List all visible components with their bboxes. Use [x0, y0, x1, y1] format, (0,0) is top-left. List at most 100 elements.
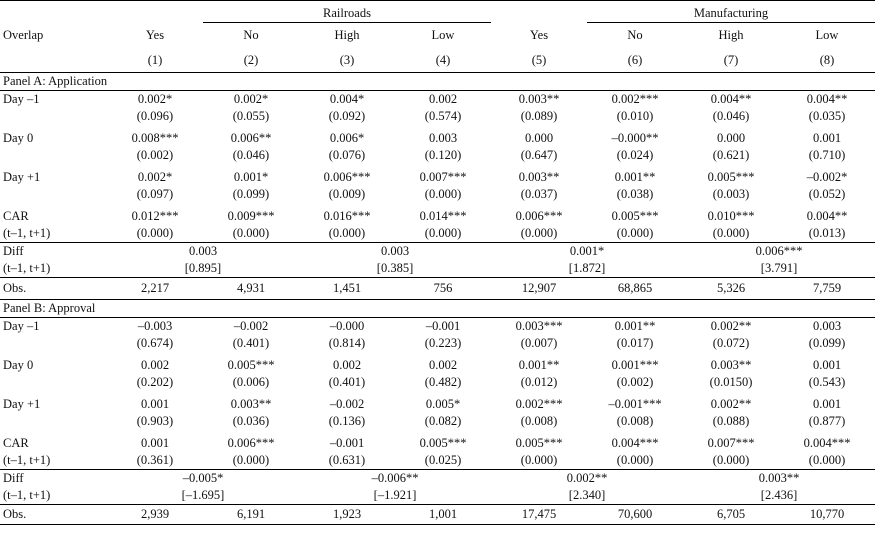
- pvalue-cell: (0.099): [232, 187, 270, 201]
- panel-title: Panel B: Approval: [0, 299, 875, 318]
- diff-value: –0.005*: [182, 471, 224, 485]
- col-number: (5): [491, 48, 588, 73]
- coef-cell: 0.007***: [707, 436, 755, 450]
- obs-row: Obs. 2,939 6,191 1,923 1,001 17,475 70,6…: [0, 504, 875, 525]
- row-label: Day 0: [3, 358, 34, 372]
- col-number: (8): [779, 48, 875, 73]
- pvalue-cell: (0.000): [424, 187, 462, 201]
- pvalue-cell: (0.006): [232, 375, 270, 389]
- pvalue-cell: (0.674): [136, 336, 174, 350]
- coef-cell: 0.006**: [230, 131, 272, 145]
- obs-cell: 6,705: [683, 504, 780, 525]
- row-label-2: [0, 413, 107, 430]
- pvalue-cell: (0.002): [616, 375, 654, 389]
- coef-cell: 0.000: [524, 131, 554, 145]
- diff-value: 0.003**: [758, 471, 800, 485]
- coef-cell: 0.002**: [710, 397, 752, 411]
- pvalue-cell: (0.631): [299, 452, 395, 470]
- table-row: Day +1 0.002* 0.001* 0.006*** 0.007*** 0…: [0, 169, 875, 186]
- coef-cell: 0.008***: [131, 131, 179, 145]
- row-label: Day –1: [3, 319, 40, 333]
- pvalue-cell: (0.814): [328, 336, 366, 350]
- obs-cell: 2,217: [107, 277, 203, 300]
- coef-cell: 0.002*: [137, 170, 173, 184]
- diff-stat: [3.791]: [683, 260, 875, 278]
- coef-cell: 0.001**: [614, 170, 656, 184]
- coef-cell: 0.001***: [611, 358, 659, 372]
- coef-cell: 0.000: [716, 131, 746, 145]
- row-label-2: (t–1, t+1): [0, 452, 107, 470]
- pvalue-cell: (0.000): [203, 225, 299, 243]
- coef-cell: 0.002***: [611, 92, 659, 106]
- pvalue-cell: (0.008): [520, 414, 558, 428]
- group-header-row: Railroads Manufacturing: [0, 0, 875, 23]
- group-manufacturing: Manufacturing: [587, 0, 875, 23]
- col-number: (1): [107, 48, 203, 73]
- pvalue-cell: (0.903): [136, 414, 174, 428]
- diff-value: 0.003: [188, 244, 218, 258]
- pvalue-cell: (0.401): [328, 375, 366, 389]
- coef-cell: 0.004*: [329, 92, 365, 106]
- pvalue-cell: (0.017): [616, 336, 654, 350]
- coef-cell: 0.001: [140, 397, 170, 411]
- pvalue-cell: (0.046): [232, 148, 270, 162]
- panel-a-title-row: Panel A: Application: [0, 72, 875, 91]
- coef-cell: 0.004***: [611, 436, 659, 450]
- col-header: Yes: [145, 28, 165, 42]
- coef-cell: –0.000**: [611, 131, 659, 145]
- pvalue-cell: (0.024): [616, 148, 654, 162]
- obs-cell: 1,923: [299, 504, 395, 525]
- coef-cell: 0.014***: [419, 209, 467, 223]
- table-row: Day 0 0.002 0.005*** 0.002 0.002 0.001**…: [0, 357, 875, 374]
- coef-cell: 0.003***: [515, 319, 563, 333]
- coef-cell: 0.007***: [419, 170, 467, 184]
- coef-cell: 0.010***: [707, 209, 755, 223]
- coef-cell: –0.000: [329, 319, 365, 333]
- row-label-header: Overlap: [3, 28, 44, 42]
- col-number: (3): [299, 48, 395, 73]
- pvalue-cell: (0.025): [395, 452, 492, 470]
- diff-stat: [–1.695]: [107, 487, 299, 505]
- table-row: (0.202) (0.006) (0.401) (0.482) (0.012) …: [0, 374, 875, 391]
- pvalue-cell: (0.000): [107, 225, 203, 243]
- coef-cell: 0.006***: [323, 170, 371, 184]
- pvalue-cell: (0.046): [712, 109, 750, 123]
- coef-cell: –0.001: [329, 436, 365, 450]
- coef-cell: 0.006***: [227, 436, 275, 450]
- coef-cell: 0.006***: [515, 209, 563, 223]
- coef-cell: 0.009***: [227, 209, 275, 223]
- row-label: CAR: [3, 436, 29, 450]
- panel-title: Panel A: Application: [0, 72, 875, 91]
- pvalue-cell: (0.361): [107, 452, 203, 470]
- obs-cell: 6,191: [203, 504, 299, 525]
- diff-label: Diff: [3, 244, 24, 258]
- pvalue-cell: (0.038): [616, 187, 654, 201]
- coef-cell: 0.004**: [710, 92, 752, 106]
- table-row: Day –1 0.002* 0.002* 0.004* 0.002 0.003*…: [0, 91, 875, 109]
- row-label: Day 0: [3, 131, 34, 145]
- pvalue-cell: (0.052): [808, 187, 846, 201]
- coef-cell: 0.002: [428, 358, 458, 372]
- col-header: High: [334, 28, 360, 43]
- coef-cell: 0.012***: [131, 209, 179, 223]
- col-header: Yes: [529, 28, 549, 42]
- table-row: Day +1 0.001 0.003** –0.002 0.005* 0.002…: [0, 396, 875, 413]
- coef-cell: 0.006*: [329, 131, 365, 145]
- coef-cell: –0.002*: [806, 170, 848, 184]
- pvalue-cell: (0.621): [712, 148, 750, 162]
- table-row: (0.096) (0.055) (0.092) (0.574) (0.089) …: [0, 108, 875, 125]
- table-row: CAR 0.001 0.006*** –0.001 0.005*** 0.005…: [0, 435, 875, 452]
- coef-cell: 0.005***: [707, 170, 755, 184]
- col-header: High: [718, 28, 744, 43]
- pvalue-cell: (0.082): [424, 414, 462, 428]
- pvalue-cell: (0.000): [491, 452, 588, 470]
- obs-cell: 68,865: [587, 277, 684, 300]
- panel-b-title-row: Panel B: Approval: [0, 299, 875, 318]
- diff-stat-row: (t–1, t+1) [–1.695] [–1.921] [2.340] [2.…: [0, 487, 875, 505]
- coef-cell: 0.002***: [515, 397, 563, 411]
- pvalue-cell: (0.055): [232, 109, 270, 123]
- coef-cell: 0.003: [428, 131, 458, 145]
- pvalue-cell: (0.089): [520, 109, 558, 123]
- obs-label: Obs.: [0, 277, 107, 300]
- obs-cell: 12,907: [491, 277, 588, 300]
